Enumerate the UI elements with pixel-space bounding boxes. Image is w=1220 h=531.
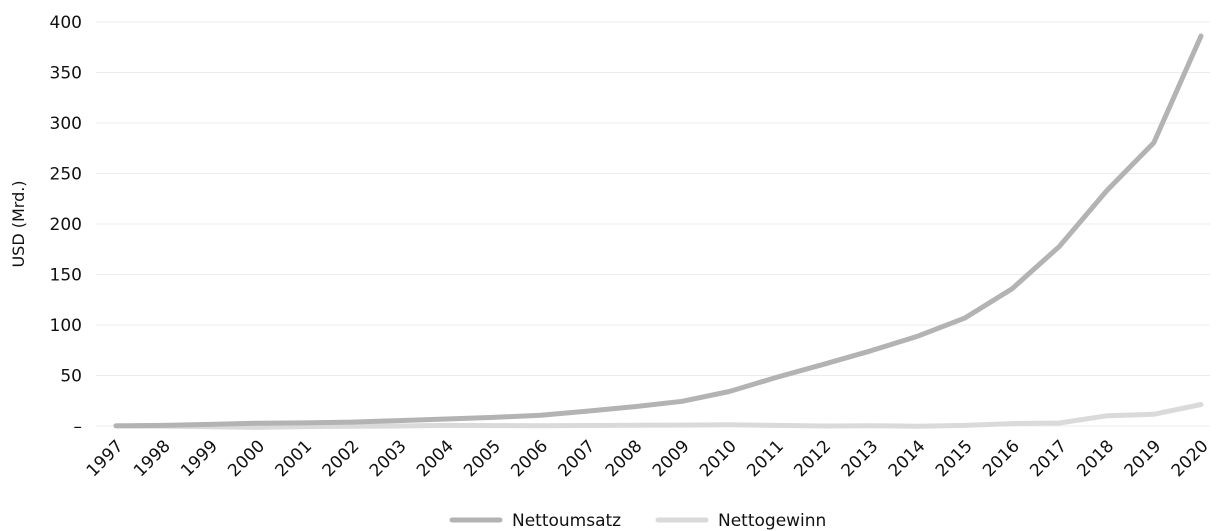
x-tick-label: 1997 [83, 436, 128, 481]
x-tick-label: 2001 [271, 436, 316, 481]
legend: Nettoumsatz Nettogewinn [449, 511, 826, 531]
x-tick-label: 1998 [130, 436, 175, 481]
x-tick-label: 2000 [224, 436, 269, 481]
x-tick-label: 2019 [1121, 436, 1166, 481]
x-tick-label: 2002 [319, 436, 364, 481]
x-tick-label: 2010 [696, 436, 741, 481]
y-tick-label: 150 [50, 266, 82, 286]
x-tick-label: 2015 [932, 436, 977, 481]
y-tick-label: 350 [50, 64, 82, 84]
y-tick-label: 400 [50, 13, 82, 33]
legend-label-nettoumsatz: Nettoumsatz [512, 511, 621, 531]
x-tick-label: 2006 [507, 436, 552, 481]
gridlines [96, 21, 1210, 427]
x-tick-label: 2005 [460, 436, 505, 481]
y-tick-label: 300 [50, 114, 82, 134]
x-tick-label: 2007 [555, 436, 600, 481]
x-tick-label: 2008 [602, 436, 647, 481]
y-tick-label: 200 [50, 215, 82, 235]
series-lines [113, 33, 1204, 430]
x-tick-label: 2009 [649, 436, 694, 481]
y-tick-label: – [74, 417, 83, 437]
x-tick-label: 2017 [1026, 436, 1071, 481]
y-axis-label: USD (Mrd.) [9, 180, 28, 267]
x-tick-label: 2018 [1073, 436, 1118, 481]
x-tick-label: 2004 [413, 436, 458, 481]
x-tick-label: 2016 [979, 436, 1024, 481]
y-tick-label: 50 [60, 367, 82, 387]
x-tick-label: 1999 [177, 436, 222, 481]
x-tick-label: 2014 [885, 436, 930, 481]
y-tick-label: 100 [50, 316, 82, 336]
series-line-nettogewinn [113, 402, 1204, 430]
x-tick-label: 2013 [838, 436, 883, 481]
x-tick-label: 2003 [366, 436, 411, 481]
x-tick-label: 2020 [1168, 436, 1213, 481]
legend-label-nettogewinn: Nettogewinn [718, 511, 826, 531]
series-line-nettoumsatz [113, 33, 1204, 429]
x-axis-ticks: 1997 1998 1999 2000 2001 2002 2003 2004 2005 2006… [83, 436, 1213, 481]
x-tick-label: 2011 [743, 436, 788, 481]
y-tick-label: 250 [50, 165, 82, 185]
x-tick-label: 2012 [790, 436, 835, 481]
y-axis-ticks: – 50 100 150 200 250 300 350 400 [50, 13, 82, 437]
